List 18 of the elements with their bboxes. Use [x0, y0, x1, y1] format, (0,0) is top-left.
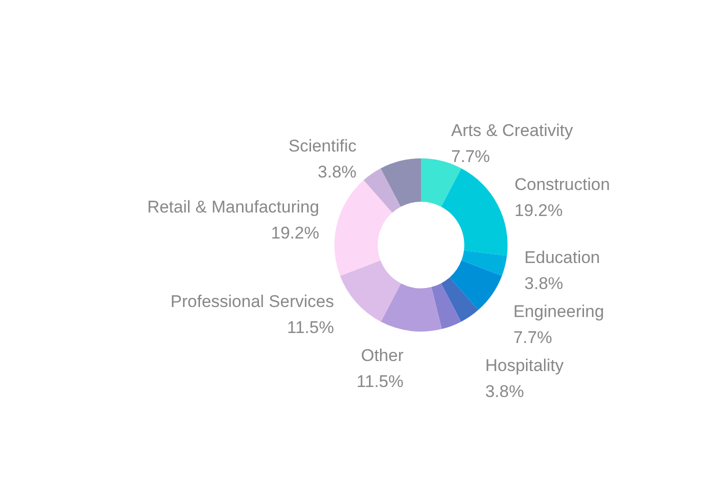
data-label: 7.7%: [451, 146, 490, 166]
data-label: 3.8%: [485, 382, 524, 401]
data-label: 19.2%: [270, 224, 320, 243]
data-label: 11.5%: [287, 318, 334, 337]
slice-label: Arts & Creativity: [451, 120, 574, 140]
slice-label: Engineering: [513, 302, 604, 321]
data-label: 3.8%: [318, 162, 357, 182]
data-label: 19.2%: [514, 200, 563, 220]
slice-label: Retail & Manufacturing: [147, 198, 320, 217]
slice-label: Professional Services: [170, 292, 334, 311]
slice-label: Hospitality: [485, 356, 564, 375]
slice-label: Scientific: [288, 136, 358, 156]
data-label: 11.5%: [356, 372, 404, 391]
data-label: 7.7%: [513, 328, 552, 347]
data-label: 3.8%: [524, 274, 564, 293]
slice-label: Construction: [514, 174, 610, 194]
slice-label: Other: [360, 346, 404, 365]
slice-label: Education: [524, 248, 600, 267]
